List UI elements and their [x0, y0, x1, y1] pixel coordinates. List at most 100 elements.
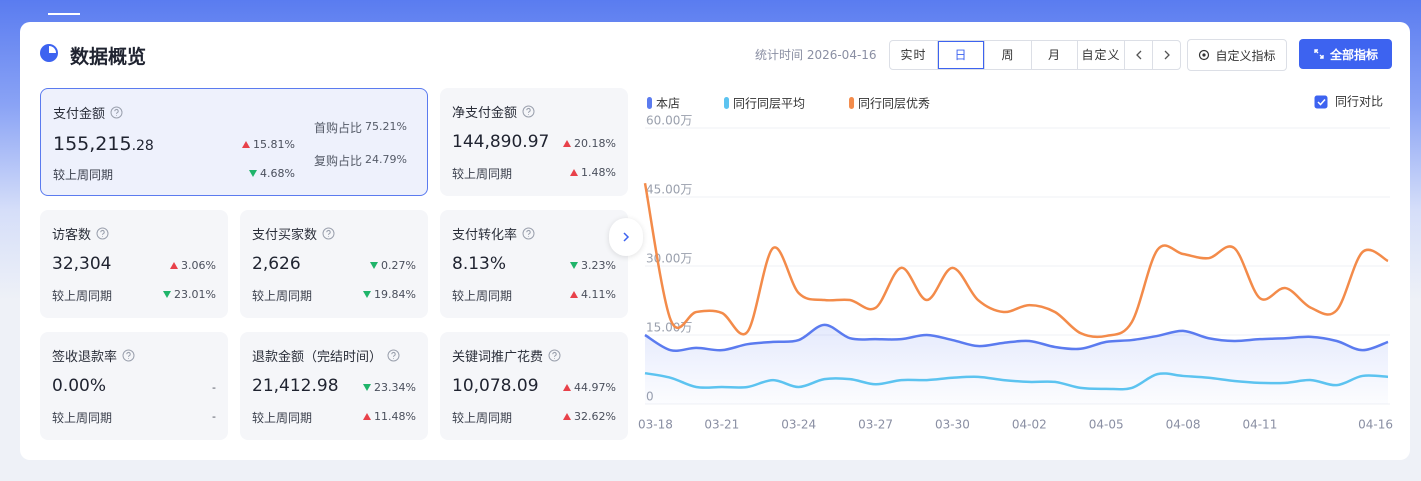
- metric-card[interactable]: 关键词推广花费 10,078.09 44.97% 较上周同期 32.62%: [440, 332, 628, 440]
- change-value: 15.81%: [253, 138, 295, 151]
- metric-card[interactable]: 净支付金额 144,890.97 20.18% 较上周同期 1.48%: [440, 88, 628, 196]
- target-icon: [1199, 49, 1210, 61]
- metric-title: 支付金额: [53, 103, 123, 122]
- trend-arrow: [242, 141, 251, 148]
- change-value: 4.11%: [581, 288, 616, 301]
- metric-title: 支付转化率: [452, 224, 535, 243]
- trend-arrow: [363, 413, 372, 420]
- compare-label: 较上周同期: [52, 289, 113, 303]
- metric-value: 144,890.97: [452, 132, 549, 152]
- metric-card[interactable]: 支付买家数 2,626 0.27% 较上周同期 19.84%: [240, 210, 428, 318]
- metric-title-text: 支付转化率: [452, 228, 518, 243]
- change-value: 23.34%: [374, 381, 416, 394]
- metric-title-text: 支付买家数: [252, 228, 318, 243]
- metric-title: 净支付金额: [452, 102, 535, 121]
- help-circle: [322, 227, 335, 240]
- prev-period[interactable]: [1125, 41, 1153, 69]
- metric-title-text: 签收退款率: [52, 350, 118, 365]
- change: 15.81%: [242, 138, 295, 151]
- metric-value: 32,304: [52, 254, 111, 274]
- help-icon: [522, 227, 535, 240]
- help-circle: [548, 349, 561, 362]
- metric-card[interactable]: 签收退款率 0.00% - 较上周同期 -: [40, 332, 228, 440]
- title: 数据概览: [70, 46, 147, 68]
- share-value: 75.21%: [365, 120, 407, 133]
- metric-value: 8.13%: [452, 254, 506, 274]
- tab[interactable]: 实时: [890, 41, 938, 69]
- trend-arrow: [370, 262, 379, 269]
- metric-title: 退款金额（完结时间）: [252, 346, 400, 365]
- button-label: 全部指标: [1329, 47, 1378, 62]
- chevron-path: [1135, 50, 1141, 60]
- custom-metric-button[interactable]: 自定义指标: [1187, 39, 1287, 71]
- help-mark: [126, 352, 131, 359]
- change: 3.23%: [570, 259, 616, 272]
- share-label: 首购占比: [314, 121, 363, 135]
- all-metrics-button[interactable]: 全部指标: [1299, 39, 1392, 69]
- change-value: 23.01%: [174, 288, 216, 301]
- compare-change: 32.62%: [563, 410, 616, 423]
- tab[interactable]: 月: [1032, 41, 1078, 69]
- change-value: 0.27%: [381, 259, 416, 272]
- compare-change: 1.48%: [570, 166, 616, 179]
- tab[interactable]: 自定义: [1078, 41, 1125, 69]
- compare-change: 4.68%: [249, 167, 295, 180]
- compare-label: 较上周同期: [452, 167, 513, 181]
- metric-value-int: 21,412.98: [252, 376, 339, 396]
- compare-change: 11.48%: [363, 410, 416, 423]
- metric-card[interactable]: 支付金额 155,215.28 15.81% 较上周同期 4.68% 首购占比 75.21%…: [40, 88, 428, 196]
- help-circle: [522, 227, 535, 240]
- metric-value-int: 2,626: [252, 254, 301, 274]
- change: -: [212, 381, 216, 394]
- metric-title-text: 访客数: [52, 228, 92, 243]
- compare-label: 较上周同期: [52, 411, 113, 425]
- metric-card[interactable]: 退款金额（完结时间） 21,412.98 23.34% 较上周同期 11.48%: [240, 332, 428, 440]
- compare-label: 较上周同期: [53, 168, 114, 182]
- tab[interactable]: 日: [938, 41, 985, 69]
- compare-change: 4.11%: [570, 288, 616, 301]
- metric-title: 支付买家数: [252, 224, 335, 243]
- metric-card[interactable]: 支付转化率 8.13% 3.23% 较上周同期 4.11%: [440, 210, 628, 318]
- metric-card[interactable]: 访客数 32,304 3.06% 较上周同期 23.01%: [40, 210, 228, 318]
- change-value: 4.68%: [260, 167, 295, 180]
- change-value: 44.97%: [574, 381, 616, 394]
- metric-value-int: 155,215: [53, 133, 132, 155]
- nav-indicator: [48, 13, 80, 15]
- trend-arrow: [249, 170, 258, 177]
- change: 0.27%: [370, 259, 416, 272]
- metric-value-int: 0.00%: [52, 376, 107, 396]
- trend-arrow: [570, 262, 579, 269]
- trend-arrow: [363, 384, 372, 391]
- compare-change: 23.01%: [163, 288, 216, 301]
- metric-value: 155,215.28: [53, 133, 154, 155]
- help-mark: [552, 352, 557, 359]
- trend-arrow: [170, 262, 179, 269]
- next-button[interactable]: [609, 218, 643, 256]
- metric-value: 0.00%: [52, 376, 106, 396]
- trend-arrow: [163, 291, 172, 298]
- metric-value: 10,078.09: [452, 376, 539, 396]
- change: 20.18%: [563, 137, 616, 150]
- trend-arrow: [563, 384, 572, 391]
- next-period[interactable]: [1153, 41, 1180, 69]
- tab-group: 实时日周月自定义: [889, 40, 1181, 70]
- share-value: 24.79%: [365, 153, 407, 166]
- compare-label: 较上周同期: [252, 411, 313, 425]
- change-value: -: [212, 381, 216, 394]
- help-circle: [522, 105, 535, 118]
- change-value: 20.18%: [574, 137, 616, 150]
- metric-value-int: 10,078.09: [452, 376, 539, 396]
- help-circle: [110, 106, 123, 119]
- compare-label: 较上周同期: [452, 289, 513, 303]
- trend-arrow: [570, 291, 579, 298]
- tab[interactable]: 周: [985, 41, 1032, 69]
- help-icon: [548, 349, 561, 362]
- chevron-path: [1164, 50, 1170, 60]
- help-icon: [322, 227, 335, 240]
- trend-arrow: [570, 169, 579, 176]
- metric-value: 21,412.98: [252, 376, 339, 396]
- metric-title: 关键词推广花费: [452, 346, 561, 365]
- change-value: 1.48%: [581, 166, 616, 179]
- change: 23.34%: [363, 381, 416, 394]
- metric-value-decimal: .28: [131, 138, 154, 154]
